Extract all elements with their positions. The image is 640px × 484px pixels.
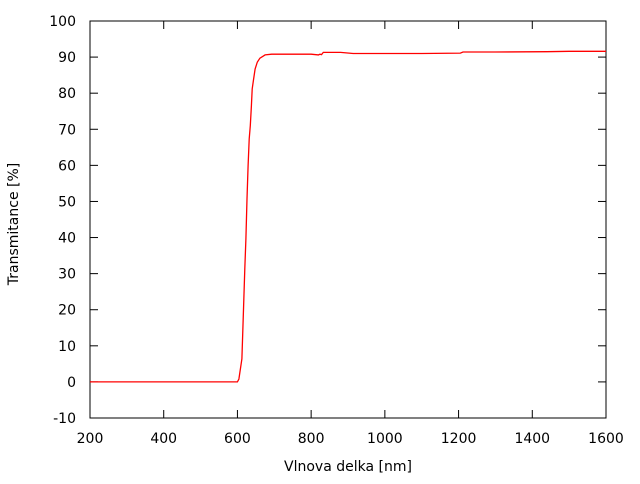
x-tick-label: 200 [77, 431, 104, 447]
plot-frame [89, 20, 607, 419]
x-tick-label: 1400 [514, 431, 550, 447]
y-tick-label: 50 [58, 194, 76, 210]
x-tick-label: 1200 [441, 431, 477, 447]
x-tick-label: 1000 [367, 431, 403, 447]
y-tick-label: 100 [49, 14, 76, 30]
y-axis-label: Transmitance [%] [6, 163, 22, 286]
y-tick-label: 10 [58, 339, 76, 355]
x-tick-label: 1600 [588, 431, 624, 447]
y-tick-label: 60 [58, 158, 76, 174]
y-tick-label: 90 [58, 50, 76, 66]
y-tick-label: 40 [58, 231, 76, 247]
x-tick-label: 400 [150, 431, 177, 447]
y-tick-label: -10 [53, 411, 76, 427]
series-line [90, 50, 606, 383]
y-tick-label: 70 [58, 122, 76, 138]
y-tick-label: 20 [58, 303, 76, 319]
x-tick-label: 600 [224, 431, 251, 447]
y-tick-label: 0 [67, 375, 76, 391]
y-tick-label: 30 [58, 267, 76, 283]
x-axis-label: Vlnova delka [nm] [284, 459, 412, 475]
y-tick-label: 80 [58, 86, 76, 102]
x-tick-label: 800 [298, 431, 325, 447]
